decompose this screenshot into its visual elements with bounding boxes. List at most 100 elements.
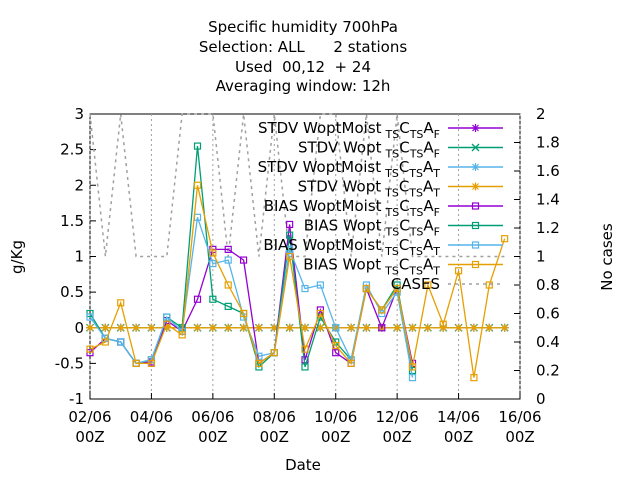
y2-tick-label: 0.8 bbox=[536, 276, 560, 294]
legend-subscript: C bbox=[399, 197, 409, 215]
data-point bbox=[470, 374, 478, 382]
data-point bbox=[362, 284, 371, 293]
data-point bbox=[316, 323, 325, 332]
x-tick-label-hour: 00Z bbox=[260, 428, 289, 446]
series-8 bbox=[89, 113, 505, 258]
data-point bbox=[393, 323, 402, 332]
data-point bbox=[393, 284, 401, 293]
data-point bbox=[116, 323, 125, 332]
y-tick-label: 2.5 bbox=[60, 141, 84, 159]
y2-tick-label: 2 bbox=[536, 105, 546, 123]
data-point bbox=[224, 245, 232, 253]
legend-subscript: A bbox=[423, 178, 434, 196]
data-point bbox=[316, 309, 324, 318]
x-tick-label-date: 06/06 bbox=[191, 408, 234, 426]
data-point bbox=[471, 163, 480, 171]
data-point bbox=[117, 299, 125, 307]
legend-name: BIAS Wopt bbox=[303, 256, 381, 274]
y2-axis-label: No cases bbox=[598, 223, 616, 291]
legend-subscript: TS bbox=[408, 265, 423, 278]
data-point bbox=[239, 309, 248, 318]
legend-label: STDV Wopt TSCTSAT bbox=[298, 178, 441, 200]
legend-subscript: T bbox=[432, 187, 440, 200]
title-line-2: Selection: ALL 2 stations bbox=[199, 38, 407, 56]
data-point bbox=[270, 349, 278, 357]
y2-tick-label: 1.2 bbox=[536, 219, 560, 237]
legend-subscript: A bbox=[423, 236, 434, 254]
data-point bbox=[424, 281, 432, 289]
x-tick-label-hour: 00Z bbox=[505, 428, 534, 446]
x-tick-label-date: 02/06 bbox=[68, 408, 111, 426]
y-tick-label: 1 bbox=[74, 248, 84, 266]
data-point bbox=[471, 182, 480, 191]
legend-subscript: A bbox=[423, 256, 434, 274]
title-line-3: Used 00,12 + 24 bbox=[235, 58, 371, 76]
data-point bbox=[208, 323, 217, 332]
legend-subscript: T bbox=[432, 265, 440, 278]
data-point bbox=[485, 281, 493, 289]
data-point bbox=[454, 267, 463, 275]
data-point bbox=[239, 256, 248, 264]
legend-label: STDV WoptMoist TSCTSAT bbox=[258, 158, 441, 180]
data-point bbox=[501, 235, 509, 243]
legend-subscript: TS bbox=[408, 187, 423, 200]
legend-subscript: C bbox=[399, 139, 409, 157]
legend-subscript: TS bbox=[409, 148, 424, 161]
data-point bbox=[239, 323, 248, 332]
data-point bbox=[286, 245, 294, 253]
data-point bbox=[332, 349, 340, 357]
legend-subscript: C bbox=[399, 158, 409, 176]
data-point bbox=[117, 338, 125, 346]
data-point bbox=[193, 323, 202, 332]
data-point bbox=[132, 359, 140, 367]
data-point bbox=[471, 143, 480, 152]
data-point bbox=[471, 202, 480, 210]
data-point bbox=[147, 359, 156, 367]
data-point bbox=[301, 323, 309, 332]
x-tick-label-date: 12/06 bbox=[376, 408, 419, 426]
y-tick-label: -1 bbox=[69, 390, 84, 408]
legend-subscript: A bbox=[423, 217, 434, 235]
y-axis-ticks: -1 -0.5 0 0.5 1 1.5 2 2.5 3 bbox=[55, 105, 96, 408]
data-point bbox=[224, 323, 233, 332]
data-point bbox=[86, 313, 94, 321]
data-point bbox=[178, 331, 186, 339]
legend-subscript: A bbox=[423, 119, 434, 137]
legend-subscript: C bbox=[399, 178, 409, 196]
legend-name: CASES bbox=[391, 275, 440, 293]
data-point bbox=[285, 323, 294, 332]
legend-subscript: C bbox=[399, 236, 409, 254]
legend-label: STDV Wopt TSCTSAF bbox=[298, 139, 440, 161]
data-point bbox=[101, 323, 110, 332]
x-tick-label-hour: 00Z bbox=[321, 428, 350, 446]
legend-subscript: T bbox=[432, 167, 440, 180]
data-point bbox=[286, 231, 294, 239]
legend-subscript: TS bbox=[385, 128, 400, 141]
data-point bbox=[193, 181, 202, 189]
data-point bbox=[301, 284, 309, 293]
data-point bbox=[224, 256, 232, 264]
legend-subscript: A bbox=[423, 139, 434, 157]
legend-subscript: TS bbox=[384, 187, 399, 200]
data-point bbox=[471, 241, 480, 249]
legend-name: BIAS WoptMoist bbox=[263, 236, 381, 254]
data-point bbox=[332, 324, 340, 332]
x-axis-label: Date bbox=[285, 456, 321, 474]
legend-label: BIAS WoptMoist TSCTSAF bbox=[264, 197, 440, 219]
y-tick-label: -0.5 bbox=[55, 354, 84, 372]
legend-label: BIAS Wopt TSCTSAT bbox=[303, 256, 440, 278]
data-point bbox=[209, 260, 217, 268]
y-tick-label: 0 bbox=[74, 319, 84, 337]
legend-subscript: TS bbox=[384, 265, 399, 278]
x-tick-label-hour: 00Z bbox=[382, 428, 411, 446]
y2-tick-label: 0.6 bbox=[536, 305, 560, 323]
data-point bbox=[471, 260, 480, 269]
legend-subscript: TS bbox=[384, 167, 399, 180]
data-point bbox=[301, 363, 309, 371]
data-point bbox=[439, 320, 447, 328]
legend-label: STDV WoptMoist TSCTSAF bbox=[258, 119, 440, 141]
legend-subscript: F bbox=[434, 206, 440, 219]
x-tick-label-date: 04/06 bbox=[130, 408, 173, 426]
